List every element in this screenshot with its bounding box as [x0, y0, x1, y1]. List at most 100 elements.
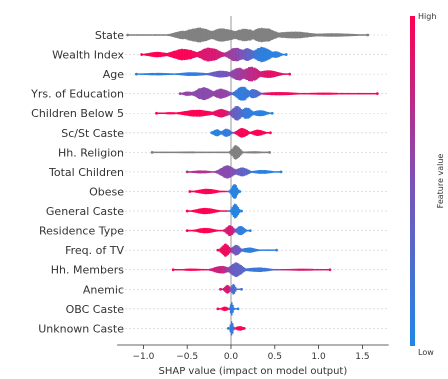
swarm-slice — [256, 68, 258, 80]
swarm-slice — [274, 31, 276, 39]
swarm-slice — [247, 268, 250, 272]
swarm-slice — [188, 268, 191, 271]
swarm-slice — [163, 73, 166, 76]
swarm-slice — [241, 49, 243, 60]
swarm-slice — [269, 268, 271, 271]
swarm-slice — [224, 165, 226, 178]
swarm-slice — [253, 248, 256, 252]
swarm-slice — [236, 130, 239, 136]
swarm-slice — [259, 110, 262, 117]
swarm-slice — [156, 72, 159, 76]
swarm-slice — [206, 227, 208, 234]
swarm-slice — [218, 169, 220, 175]
swarm-slice — [235, 30, 238, 40]
swarm-slice — [240, 49, 242, 60]
swarm-slice — [244, 28, 246, 42]
swarm-slice — [223, 210, 225, 212]
swarm-slice — [336, 33, 338, 37]
swarm-slice — [258, 130, 261, 136]
swarm-slice — [295, 92, 297, 95]
swarm-slice — [260, 130, 263, 136]
swarm-slice — [190, 72, 192, 76]
swarm-slice — [179, 30, 181, 40]
swarm-slice — [291, 268, 294, 271]
swarm-slice — [255, 89, 258, 98]
swarm-slice — [249, 170, 252, 174]
swarm-slice — [145, 34, 148, 36]
outlier-point — [284, 53, 288, 56]
swarm-slice — [249, 247, 251, 253]
swarm-slice — [195, 72, 197, 76]
swarm-slice — [355, 34, 358, 36]
swarm-slice — [221, 288, 224, 290]
swarm-slice — [233, 184, 235, 199]
swarm-slice — [220, 88, 223, 99]
swarm-slice — [263, 267, 265, 272]
swarm-slice — [148, 34, 150, 36]
swarm-slice — [288, 92, 290, 96]
swarm-slice — [239, 264, 241, 275]
swarm-slice — [192, 210, 194, 213]
swarm-slice — [240, 68, 243, 80]
swarm-slice — [307, 268, 310, 271]
swarm-slice — [164, 151, 166, 154]
swarm-slice — [217, 170, 219, 174]
swarm-slice — [271, 268, 274, 271]
swarm-slice — [253, 30, 256, 40]
swarm-slice — [216, 229, 218, 232]
swarm-slice — [264, 170, 266, 174]
swarm-slice — [186, 49, 188, 60]
swarm-slice — [216, 89, 218, 98]
swarm-slice — [205, 110, 208, 116]
swarm-slice — [243, 86, 246, 101]
swarm-slice — [222, 109, 225, 118]
swarm-slice — [227, 29, 229, 41]
swarm-slice — [236, 168, 238, 175]
outlier-point — [240, 209, 243, 213]
outlier-point — [366, 33, 370, 37]
swarm-slice — [316, 33, 318, 37]
swarm-slice — [216, 190, 218, 193]
swarm-slice — [252, 30, 254, 40]
swarm-slice — [192, 91, 194, 96]
swarm-slice — [176, 112, 179, 115]
swarm-slice — [237, 263, 240, 276]
swarm-slice — [228, 190, 230, 193]
swarm-slice — [236, 187, 239, 196]
outlier-point — [240, 287, 243, 291]
swarm-slice — [162, 52, 164, 57]
swarm-slice — [221, 28, 223, 42]
swarm-slice — [192, 151, 195, 154]
swarm-slice — [156, 34, 158, 36]
swarm-slice — [324, 269, 326, 271]
swarm-slice — [219, 308, 221, 310]
swarm-slice — [295, 31, 298, 39]
swarm-slice — [350, 33, 353, 37]
swarm-slice — [255, 170, 258, 174]
swarm-slice — [302, 92, 305, 95]
swarm-slice — [232, 168, 235, 176]
swarm-slice — [277, 268, 280, 271]
swarm-slice — [251, 151, 254, 154]
swarm-slice — [266, 132, 269, 134]
swarm-slice — [215, 71, 218, 78]
swarm-slice — [189, 49, 192, 60]
swarm-slice — [199, 170, 201, 174]
swarm-slice — [265, 111, 268, 115]
swarm-slice — [204, 28, 206, 42]
swarm-slice — [326, 268, 329, 271]
swarm-slice — [202, 151, 205, 154]
swarm-slice — [247, 29, 250, 41]
swarm-slice — [179, 73, 182, 76]
swarm-slice — [235, 47, 237, 62]
swarm-slice — [240, 150, 243, 155]
swarm-slice — [199, 228, 201, 233]
swarm-slice — [229, 110, 232, 116]
swarm-slice — [218, 210, 220, 212]
swarm-slice — [188, 229, 190, 232]
swarm-slice — [221, 130, 223, 135]
swarm-slice — [220, 247, 222, 253]
swarm-slice — [191, 190, 193, 193]
swarm-slice — [245, 268, 247, 271]
swarm-slice — [274, 51, 277, 58]
